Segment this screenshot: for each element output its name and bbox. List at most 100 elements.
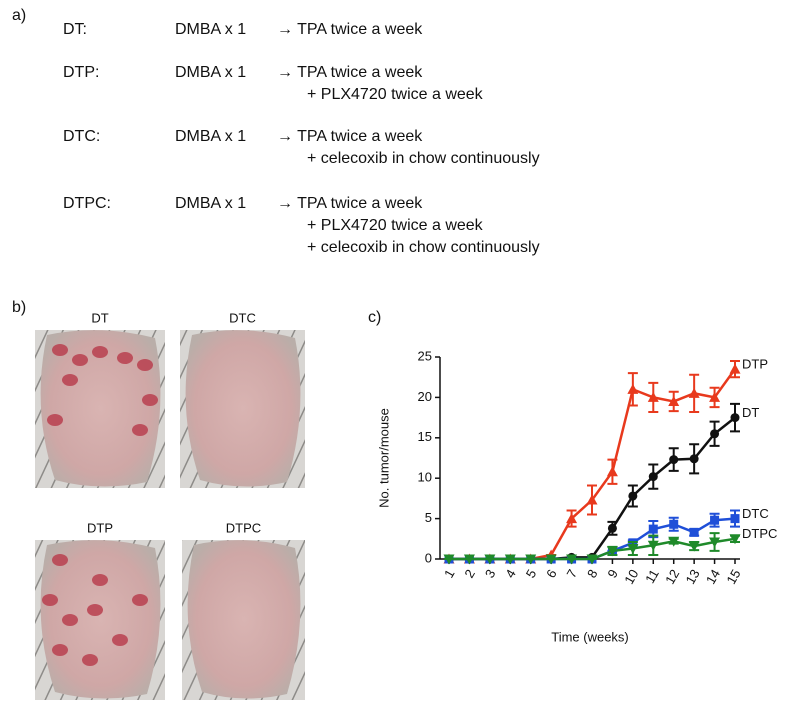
photo-tumor [132, 594, 148, 606]
photo-tumor [132, 424, 148, 436]
data-point [729, 363, 741, 374]
treatment-step: → TPA twice a week [277, 64, 423, 81]
data-point [566, 513, 578, 524]
x-tick-label: 12 [662, 567, 682, 587]
x-tick-label: 7 [564, 567, 581, 581]
x-tick-label: 8 [584, 567, 601, 581]
x-tick-label: 6 [543, 567, 560, 581]
group-name: DT: [63, 21, 87, 38]
data-point [669, 455, 679, 465]
data-point [627, 543, 639, 554]
treatment-step: + celecoxib in chow continuously [307, 239, 540, 256]
data-point [647, 540, 659, 551]
photo-tumor [47, 414, 63, 426]
initiation: DMBA x 1 [175, 21, 246, 38]
photo-tumor [72, 354, 88, 366]
y-tick-label: 25 [418, 348, 432, 363]
data-point [730, 514, 740, 524]
photo-mouse-skin [187, 540, 301, 699]
x-tick-label: 2 [461, 567, 478, 581]
group-name: DTPC: [63, 195, 111, 212]
photo-tumor [117, 352, 133, 364]
photo-label: DTPC [226, 520, 261, 535]
initiation: DMBA x 1 [175, 128, 246, 145]
data-point [607, 523, 617, 533]
x-tick-label: 10 [621, 567, 641, 587]
data-point [606, 466, 618, 477]
data-point [709, 537, 721, 548]
photo-tumor [92, 346, 108, 358]
treatment-step: + PLX4720 twice a week [307, 86, 484, 103]
panel-label: b) [12, 299, 26, 316]
photo-tumor [87, 604, 103, 616]
photo-tumor [137, 359, 153, 371]
photo-tumor [52, 344, 68, 356]
data-point [566, 554, 578, 565]
data-point [648, 524, 658, 534]
x-tick-label: 15 [723, 567, 743, 587]
treatment-step: + celecoxib in chow continuously [307, 150, 540, 167]
data-point [709, 391, 721, 402]
x-axis-label: Time (weeks) [551, 629, 629, 644]
data-point [688, 541, 700, 552]
data-point [586, 494, 598, 505]
photo-tumor [112, 634, 128, 646]
data-point [668, 395, 680, 406]
data-point [463, 554, 475, 565]
treatment-step: → TPA twice a week [277, 195, 423, 212]
initiation: DMBA x 1 [175, 195, 246, 212]
x-tick-label: 3 [482, 567, 499, 581]
series-label: DTPC [742, 526, 777, 541]
data-point [628, 491, 638, 501]
data-point [648, 472, 658, 482]
photo-label: DT [91, 310, 108, 325]
data-point [669, 519, 679, 529]
photo-tumor [42, 594, 58, 606]
photo-mouse-skin [40, 540, 161, 699]
photo-tumor [82, 654, 98, 666]
y-tick-label: 15 [418, 429, 432, 444]
photo-mouse-skin [185, 330, 301, 487]
data-point [525, 554, 537, 565]
data-point [710, 429, 720, 439]
treatment-step: → TPA twice a week [277, 128, 423, 145]
data-point [504, 554, 516, 565]
photo-tumor [62, 614, 78, 626]
x-tick-label: 4 [502, 567, 519, 581]
panel-label: c) [368, 309, 381, 326]
photo-label: DTC [229, 310, 256, 325]
x-tick-label: 5 [523, 567, 540, 581]
x-tick-label: 13 [682, 567, 702, 587]
photo-tumor [142, 394, 158, 406]
x-tick-label: 1 [441, 567, 458, 581]
x-tick-label: 9 [604, 567, 621, 581]
photo-tumor [62, 374, 78, 386]
treatment-step: + PLX4720 twice a week [307, 217, 484, 234]
y-tick-label: 0 [425, 550, 432, 565]
y-tick-label: 20 [418, 389, 432, 404]
data-point [689, 527, 699, 537]
data-point [586, 554, 598, 565]
treatment-step: → TPA twice a week [277, 21, 423, 38]
panel-label: a) [12, 7, 26, 24]
x-tick-label: 11 [642, 567, 662, 586]
y-axis-label: No. tumor/mouse [376, 408, 391, 508]
series-label: DTC [742, 506, 769, 521]
photo-tumor [52, 554, 68, 566]
data-point [710, 515, 720, 525]
photo-tumor [52, 644, 68, 656]
data-point [627, 383, 639, 394]
group-name: DTC: [63, 128, 100, 145]
data-point [729, 534, 741, 545]
data-point [443, 554, 455, 565]
photo-tumor [92, 574, 108, 586]
photo-mouse-skin [40, 330, 161, 487]
data-point [606, 546, 618, 557]
data-point [689, 454, 699, 464]
data-point [688, 387, 700, 398]
data-point [545, 554, 557, 565]
y-tick-label: 5 [425, 510, 432, 525]
initiation: DMBA x 1 [175, 64, 246, 81]
data-point [668, 536, 680, 547]
